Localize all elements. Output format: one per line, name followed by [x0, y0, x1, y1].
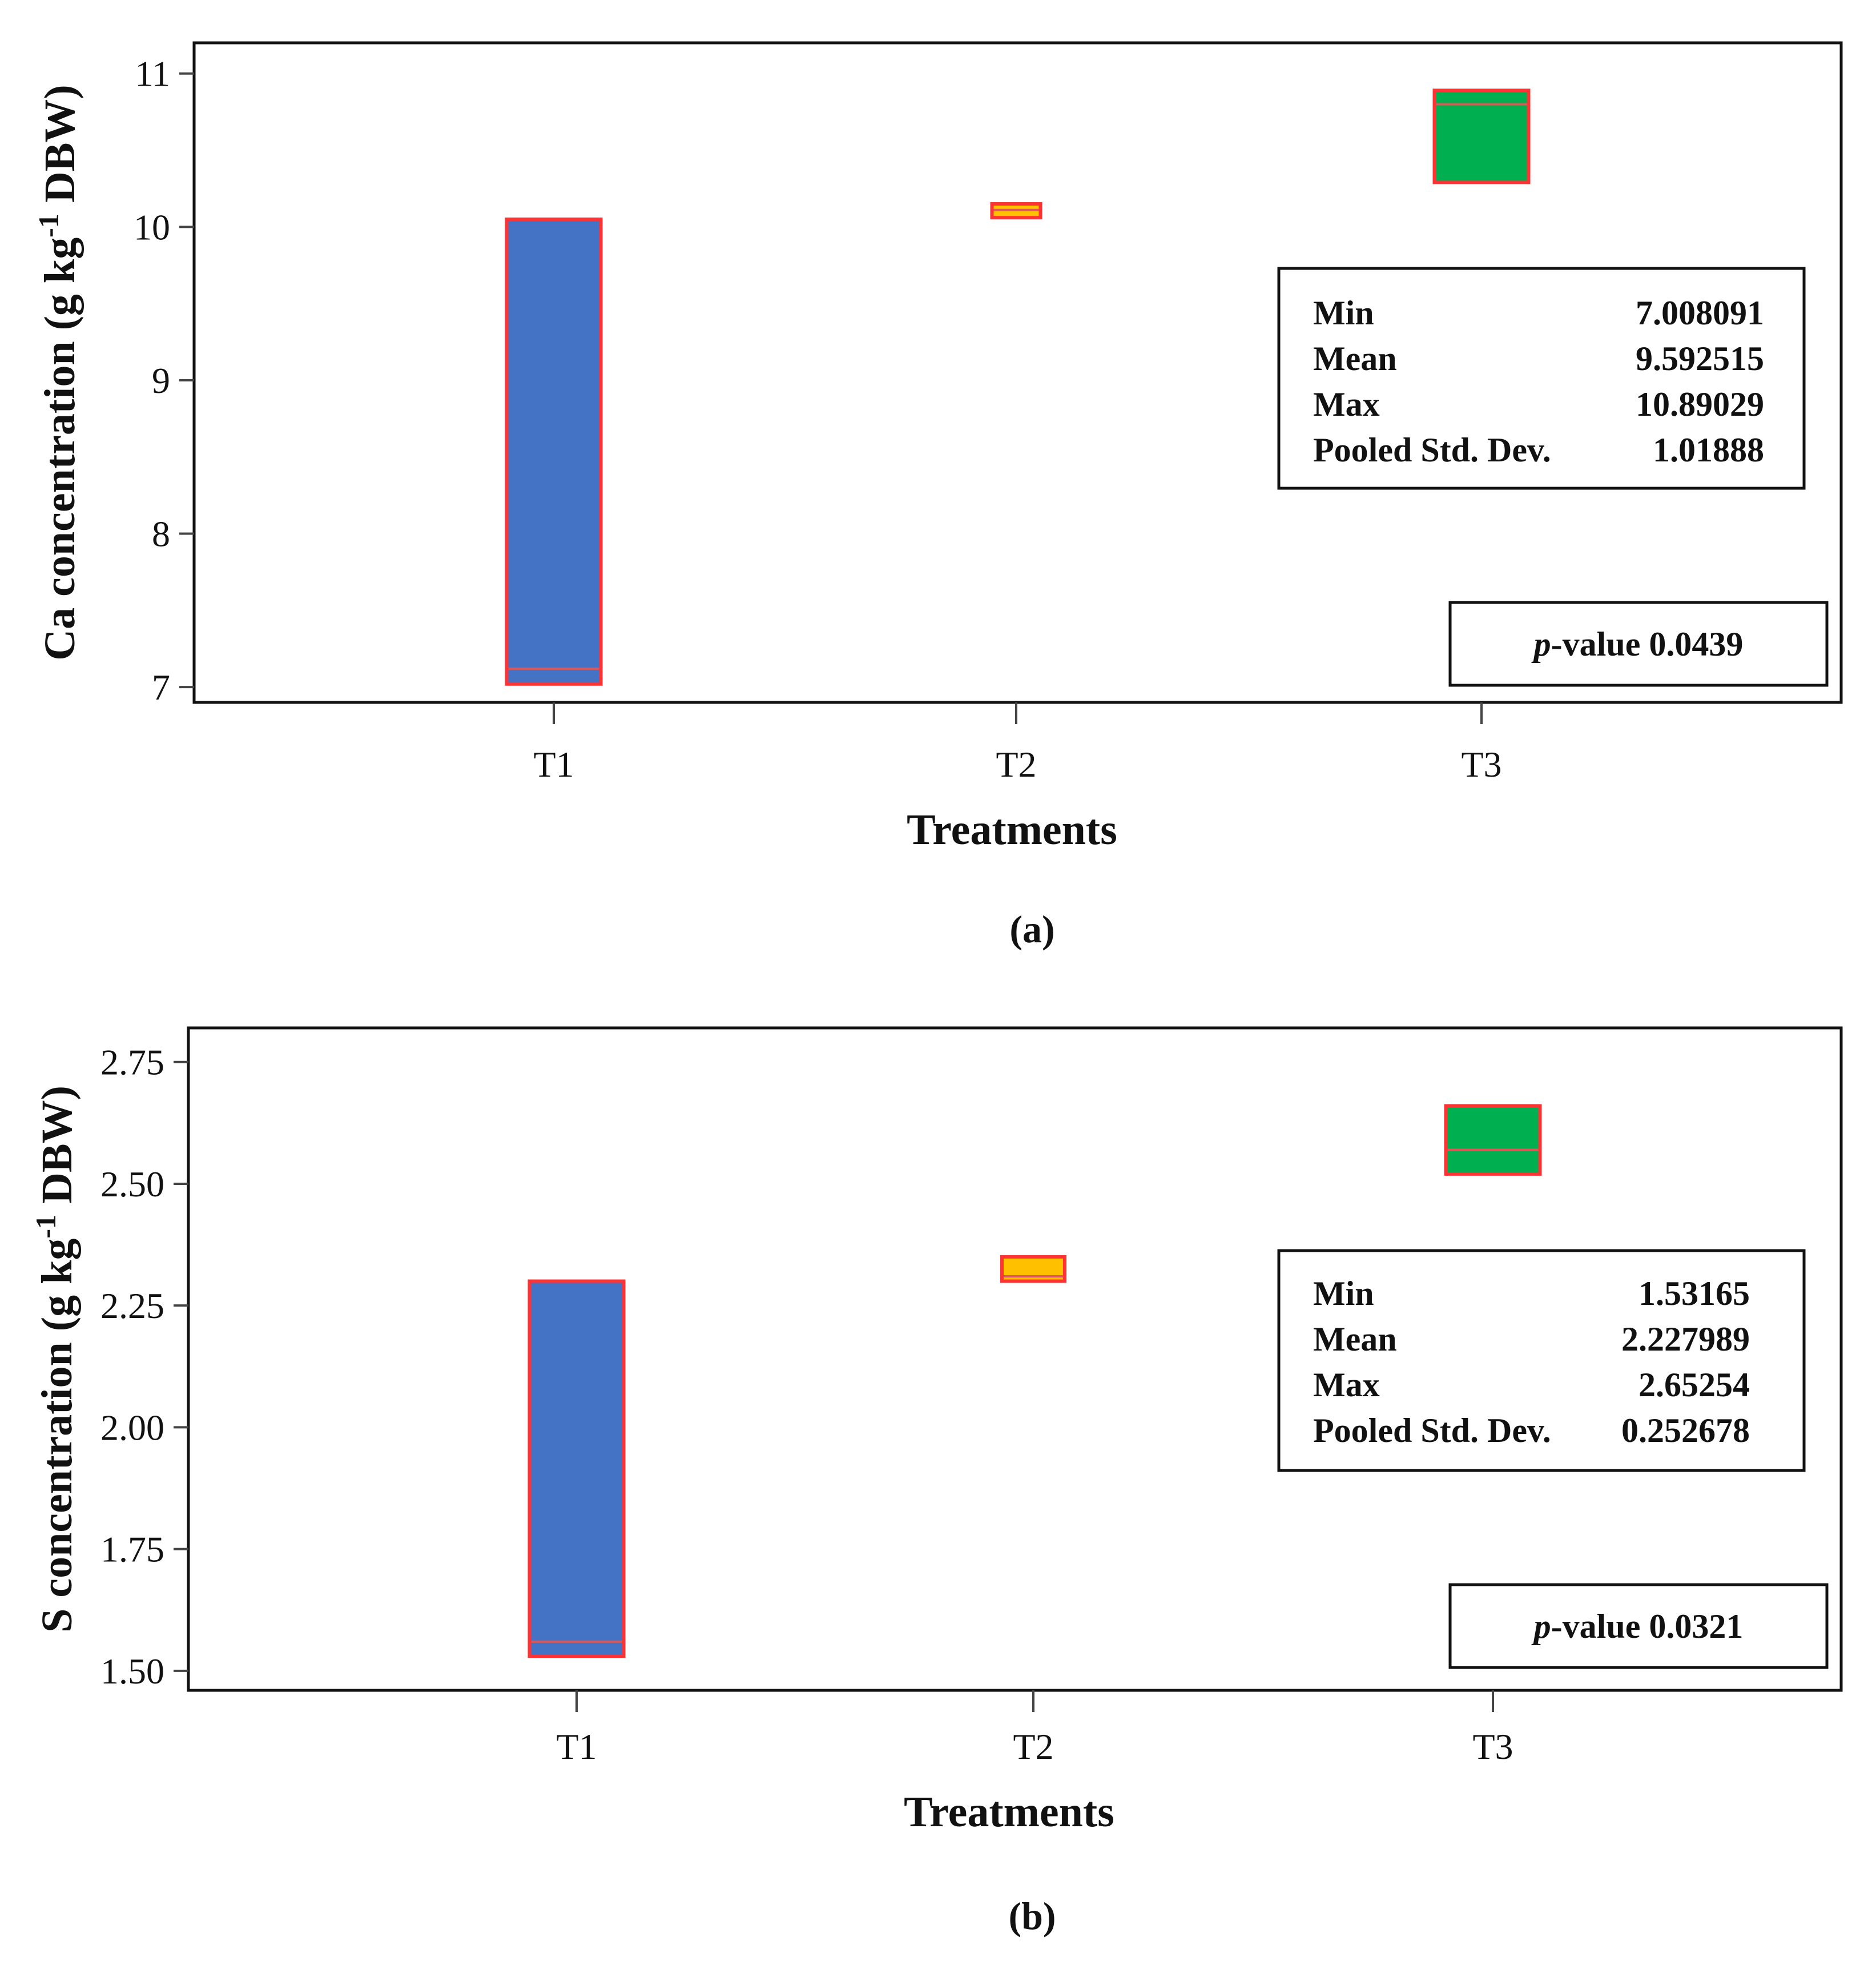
x-axis-title: Treatments	[904, 1788, 1114, 1836]
stat-value: 0.252678	[1621, 1412, 1750, 1449]
x-tick-label: T2	[1013, 1726, 1053, 1767]
y-tick-label: 2.00	[100, 1407, 164, 1448]
y-tick-label: 2.75	[100, 1042, 164, 1083]
stat-value: 7.008091	[1636, 294, 1764, 332]
y-tick-label: 2.50	[100, 1164, 164, 1204]
y-axis-title: S concentration (g kg-1 DBW)	[30, 1086, 81, 1633]
y-tick-label: 11	[135, 54, 170, 94]
y-tick-label: 1.50	[100, 1651, 164, 1691]
y-tick-label: 10	[134, 207, 170, 247]
stat-value: 1.53165	[1639, 1275, 1750, 1312]
pvalue-box	[1448, 601, 1829, 687]
x-tick-label: T1	[556, 1726, 597, 1767]
stats-box	[1277, 1249, 1806, 1472]
plot-frame	[192, 41, 1843, 704]
x-tick-label: T1	[533, 744, 574, 785]
x-axis-title: Treatments	[907, 806, 1117, 854]
stat-value: 1.01888	[1653, 431, 1764, 469]
y-tick-label: 2.25	[100, 1285, 164, 1326]
plot-frame	[187, 1026, 1843, 1692]
stat-value: 2.227989	[1621, 1320, 1750, 1358]
stat-label: Pooled Std. Dev.	[1313, 431, 1551, 469]
pvalue-text: p-value 0.0439	[1531, 625, 1744, 663]
x-tick-label: T3	[1472, 1726, 1513, 1767]
stat-label: Mean	[1313, 340, 1397, 377]
box-t3	[1444, 1104, 1542, 1176]
y-tick-label: 1.75	[100, 1529, 164, 1570]
stat-label: Pooled Std. Dev.	[1313, 1412, 1551, 1449]
stat-label: Min	[1313, 294, 1374, 332]
stat-label: Max	[1313, 385, 1380, 423]
stat-value: 2.65254	[1639, 1366, 1750, 1404]
box-t2	[1000, 1255, 1066, 1283]
y-tick-label: 7	[152, 667, 170, 708]
y-axis-title: Ca concentration (g kg-1 DBW)	[33, 85, 84, 660]
box-t1	[528, 1279, 626, 1658]
stat-label: Mean	[1313, 1320, 1397, 1358]
x-tick-label: T3	[1461, 744, 1501, 785]
y-tick-label: 9	[152, 360, 170, 401]
pvalue-text: p-value 0.0321	[1531, 1608, 1744, 1645]
stats-box	[1277, 267, 1806, 490]
panel-caption: (a)	[1009, 907, 1054, 951]
panel-caption: (b)	[1008, 1894, 1056, 1938]
stat-value: 9.592515	[1636, 340, 1764, 377]
chart-panel-a: 7 8 9 10 11 T1 T2 T3 Treatments Ca concentration …	[33, 41, 1843, 951]
y-tick-label: 8	[152, 514, 170, 554]
stat-value: 10.89029	[1636, 385, 1764, 423]
stat-label: Max	[1313, 1366, 1380, 1404]
chart-panel-b: 1.50 1.75 2.00 2.25 2.50 2.75 T1 T2 T3 Treatments…	[30, 1026, 1843, 1938]
box-t1	[505, 217, 603, 686]
pvalue-box	[1448, 1583, 1829, 1669]
x-tick-label: T2	[996, 744, 1036, 785]
box-t3	[1432, 89, 1531, 184]
stat-label: Min	[1313, 1275, 1374, 1312]
